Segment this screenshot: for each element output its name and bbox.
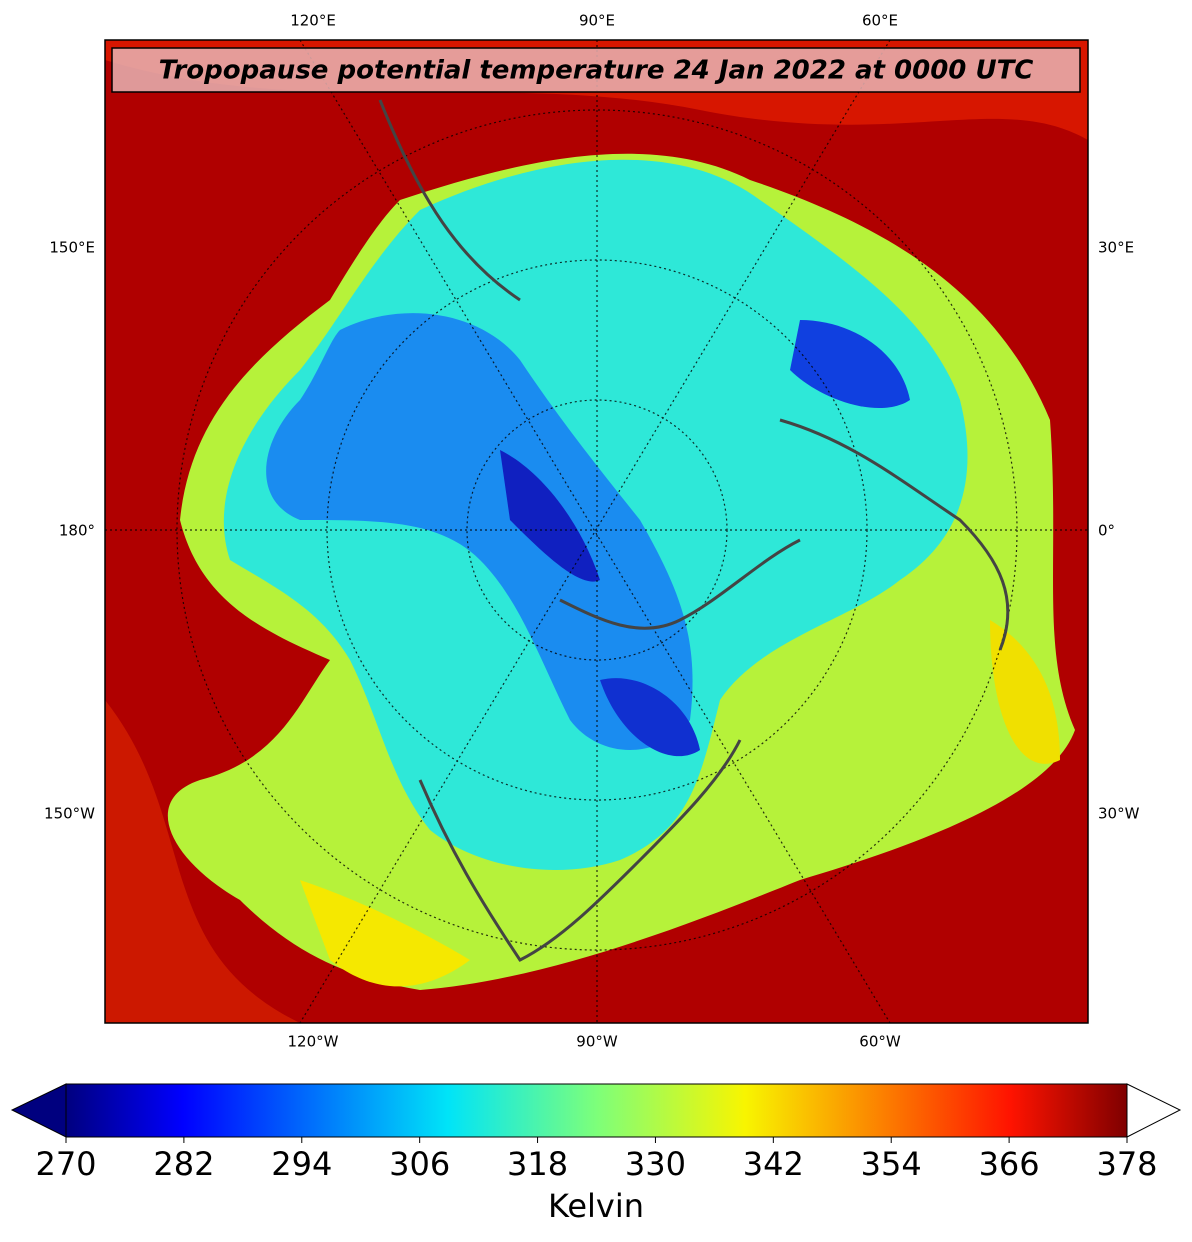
lon-label: 90°W <box>576 1033 618 1051</box>
lon-label: 120°W <box>288 1033 339 1051</box>
colorbar-tick-label: 330 <box>625 1145 686 1183</box>
map-title: Tropopause potential temperature 24 Jan … <box>159 56 1034 86</box>
colorbar-tick-label: 282 <box>153 1145 214 1183</box>
colorbar-tick-label: 342 <box>743 1145 804 1183</box>
colorbar-tick-label: 294 <box>271 1145 332 1183</box>
lon-label: 120°E <box>290 12 336 30</box>
colorbar-tick-label: 354 <box>861 1145 922 1183</box>
colorbar-label: Kelvin <box>548 1187 644 1225</box>
title-box <box>111 47 1081 93</box>
lon-label: 90°E <box>579 12 615 30</box>
lon-label: 150°E <box>49 239 95 257</box>
colorbar-tick-label: 306 <box>389 1145 450 1183</box>
lon-label: 30°W <box>1098 805 1140 823</box>
lon-label: 180° <box>59 522 95 540</box>
cold-region <box>266 313 693 750</box>
lon-label: 30°E <box>1098 239 1134 257</box>
colorbar-tick-label: 366 <box>979 1145 1040 1183</box>
colorbar <box>65 1083 1128 1138</box>
colorbar-under <box>10 1083 67 1138</box>
colorbar-tick-label: 270 <box>35 1145 96 1183</box>
lon-label: 0° <box>1098 522 1115 540</box>
lon-label: 60°W <box>859 1033 901 1051</box>
colorbar-over <box>1126 1083 1182 1138</box>
lon-label: 150°W <box>44 805 95 823</box>
map <box>105 40 1088 1023</box>
colorbar-tick-label: 378 <box>1096 1145 1157 1183</box>
map-frame <box>104 39 1089 1024</box>
lon-label: 60°E <box>862 12 898 30</box>
colorbar-tick-label: 318 <box>507 1145 568 1183</box>
